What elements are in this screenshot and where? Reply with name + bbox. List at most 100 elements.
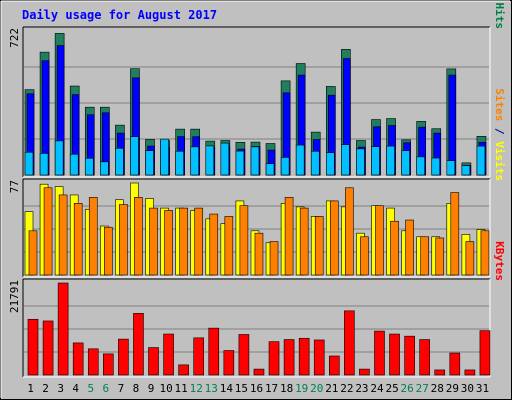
- bar-kbytes-day-13: [208, 327, 220, 376]
- bar-sites-day-11: [179, 207, 188, 276]
- bar-pages-day-18: [280, 157, 290, 176]
- x-tick-label: 9: [148, 382, 155, 395]
- chart-panels: 722 Pages / Files / Hits 77 Sites / Visits 2…: [8, 0, 506, 378]
- bar-pages-day-24: [371, 146, 380, 176]
- bar-sites-day-7: [119, 204, 128, 276]
- legend-kbytes: KBytes: [493, 241, 506, 281]
- chart-title: Daily usage for August 2017: [22, 8, 217, 22]
- bar-pages-day-20: [310, 150, 320, 176]
- bar-kbytes-day-22: [344, 310, 355, 376]
- x-tick-label: 15: [235, 382, 248, 395]
- bar-kbytes-day-19: [298, 337, 310, 376]
- x-tick-label: 27: [416, 382, 429, 395]
- bar-pages-day-17: [265, 163, 275, 176]
- bar-sites-day-23: [360, 236, 369, 276]
- bar-pages-day-5: [84, 157, 94, 176]
- x-tick-label: 16: [250, 382, 263, 395]
- x-tick-label: 30: [461, 382, 474, 395]
- bar-pages-day-1: [24, 151, 34, 176]
- bar-sites-day-6: [104, 226, 113, 276]
- bar-kbytes-day-31: [479, 330, 491, 376]
- bars-visits: [24, 182, 490, 276]
- x-tick-label: 5: [87, 382, 94, 395]
- x-tick-label: 17: [265, 382, 278, 395]
- bar-sites-day-19: [299, 207, 309, 276]
- bar-kbytes-day-23: [359, 368, 370, 376]
- bar-files-day-29: [448, 74, 457, 176]
- bar-sites-day-9: [149, 207, 158, 276]
- bar-pages-day-4: [69, 153, 79, 176]
- x-tick-label: 28: [431, 382, 444, 395]
- bar-pages-day-27: [416, 156, 425, 176]
- bar-pages-day-29: [446, 160, 456, 176]
- bar-sites-day-27: [420, 236, 429, 276]
- panel-hits: 722 Pages / Files / Hits: [8, 0, 506, 178]
- x-tick-label: 20: [310, 382, 323, 395]
- bar-kbytes-day-10: [163, 333, 174, 376]
- bar-kbytes-day-5: [87, 348, 99, 376]
- bar-pages-day-28: [431, 157, 441, 176]
- bar-kbytes-day-20: [313, 339, 325, 376]
- bar-pages-day-15: [235, 150, 245, 176]
- bar-sites-day-10: [164, 210, 173, 276]
- bar-kbytes-day-21: [328, 355, 340, 376]
- bar-sites-day-12: [194, 207, 204, 276]
- bar-pages-day-10: [160, 138, 169, 176]
- x-tick-label: 4: [72, 382, 79, 395]
- x-tick-label: 13: [205, 382, 218, 395]
- bar-sites-day-21: [329, 200, 339, 276]
- bar-pages-day-25: [386, 145, 395, 176]
- bar-pages-day-3: [54, 140, 64, 176]
- bar-kbytes-day-17: [268, 341, 280, 376]
- bar-pages-day-11: [175, 150, 184, 176]
- bar-kbytes-day-16: [253, 368, 265, 376]
- bar-sites-day-1: [28, 230, 38, 276]
- x-tick-label: 6: [103, 382, 110, 395]
- bar-sites-day-16: [254, 232, 264, 276]
- bar-sites-day-18: [284, 197, 294, 276]
- x-tick-label: 25: [385, 382, 398, 395]
- x-tick-label: 3: [57, 382, 64, 395]
- bar-pages-day-22: [341, 144, 350, 176]
- bar-pages-day-31: [476, 145, 486, 176]
- x-tick-label: 22: [340, 382, 353, 395]
- bar-sites-day-14: [224, 216, 234, 276]
- bar-sites-day-17: [269, 241, 279, 276]
- bar-sites-day-2: [43, 187, 53, 276]
- x-tick-label: 14: [220, 382, 234, 395]
- bar-kbytes-day-30: [464, 369, 476, 376]
- bar-pages-day-7: [115, 147, 124, 176]
- bar-kbytes-day-6: [103, 353, 114, 376]
- x-axis-tick-labels: 1 2 3 4 5 6 7 8 9 10 11 12 13 14 15 16 17 18 19 20 21 22 23 24 2…: [27, 382, 489, 395]
- bar-kbytes-day-18: [283, 339, 295, 376]
- x-tick-label: 2: [42, 382, 49, 395]
- bar-pages-day-2: [39, 153, 49, 176]
- bar-kbytes-day-14: [223, 350, 235, 376]
- bar-kbytes-day-15: [238, 334, 250, 376]
- panel-visits: 77 Sites / Visits: [8, 88, 506, 278]
- panel-kbytes: 21791 KBytes: [8, 241, 506, 378]
- bar-sites-day-8: [134, 197, 143, 276]
- bar-pages-day-13: [205, 145, 215, 176]
- bar-kbytes-day-28: [434, 369, 446, 376]
- bars-kbytes: [27, 282, 491, 376]
- bar-sites-day-25: [390, 220, 399, 276]
- bar-sites-day-13: [209, 213, 219, 276]
- bar-sites-day-30: [465, 241, 475, 276]
- x-tick-label: 24: [370, 382, 384, 395]
- x-tick-label: 19: [295, 382, 308, 395]
- x-tick-label: 10: [159, 382, 172, 395]
- bar-sites-day-4: [73, 203, 83, 276]
- bar-pages-day-16: [250, 146, 260, 176]
- x-tick-label: 1: [27, 382, 34, 395]
- x-tick-label: 26: [401, 382, 414, 395]
- x-tick-label: 18: [280, 382, 293, 395]
- bar-kbytes-day-25: [389, 333, 400, 376]
- y-max-label: 77: [8, 180, 21, 193]
- bar-sites-day-20: [314, 216, 324, 276]
- bar-pages-day-26: [401, 150, 410, 176]
- bar-pages-day-23: [356, 148, 365, 176]
- bar-sites-day-26: [405, 219, 414, 276]
- bar-kbytes-day-8: [133, 313, 144, 376]
- x-tick-label: 21: [325, 382, 338, 395]
